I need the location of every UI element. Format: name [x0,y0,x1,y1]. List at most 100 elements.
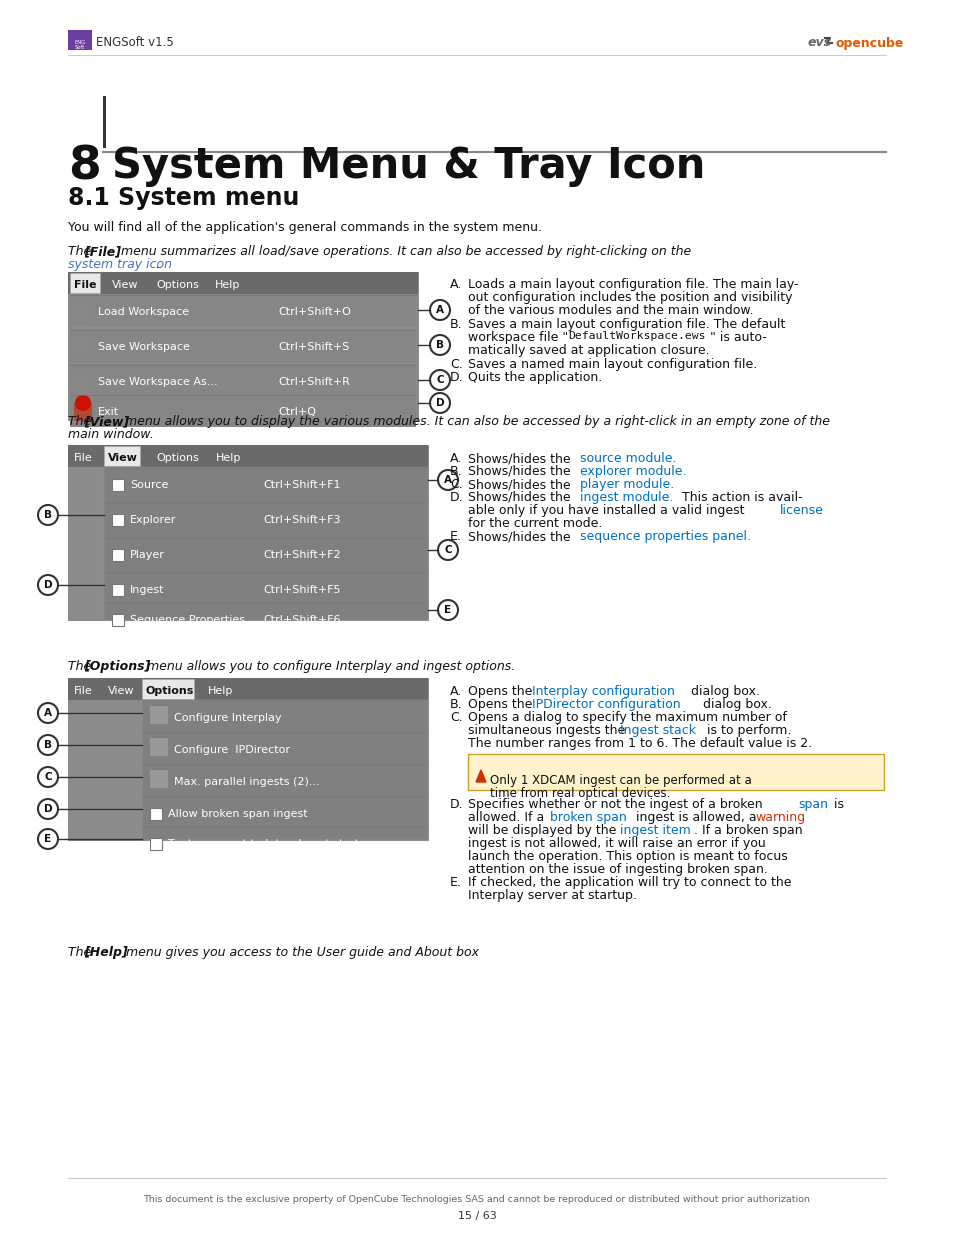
Text: B: B [44,740,52,750]
Bar [103,96,106,148]
Text: Only 1 XDCAM ingest can be performed at a: Only 1 XDCAM ingest can be performed at … [490,774,751,787]
Bar [142,679,193,699]
Circle shape [75,395,91,411]
Text: explorer module.: explorer module. [579,466,686,478]
Text: simultaneous ingests the: simultaneous ingests the [468,724,629,737]
Text: A: A [443,475,452,485]
Text: Shows/hides the: Shows/hides the [468,452,574,466]
Text: sequence properties panel.: sequence properties panel. [579,530,750,543]
Bar [74,403,91,421]
Text: Options: Options [146,685,194,697]
Text: The: The [68,659,95,673]
Text: B.: B. [450,466,462,478]
Text: IPDirector configuration: IPDirector configuration [532,698,679,711]
Text: menu allows you to configure Interplay and ingest options.: menu allows you to configure Interplay a… [143,659,515,673]
Text: dialog box.: dialog box. [699,698,771,711]
Bar [70,364,416,396]
Text: Saves a named main layout configuration file.: Saves a named main layout configuration … [468,358,757,370]
Bar [68,272,417,420]
Bar [150,839,162,850]
Text: B: B [44,510,52,520]
Text: attention on the issue of ingesting broken span.: attention on the issue of ingesting brok… [468,863,767,876]
Text: Help: Help [215,453,241,463]
Text: D: D [44,804,52,814]
Text: The: The [68,946,95,960]
Text: File: File [74,280,96,290]
Text: is: is [829,798,843,811]
Text: broken span: broken span [550,811,626,824]
Text: Ctrl+Shift+R: Ctrl+Shift+R [277,377,350,387]
Bar [68,678,428,840]
Bar [112,584,124,597]
Circle shape [437,471,457,490]
Text: B.: B. [450,317,462,331]
Text: workspace file ": workspace file " [468,331,568,345]
Bar [112,479,124,492]
Circle shape [430,335,450,354]
Text: Specifies whether or not the ingest of a broken: Specifies whether or not the ingest of a… [468,798,766,811]
Text: ingest is allowed, a: ingest is allowed, a [631,811,760,824]
Text: This action is avail-: This action is avail- [678,492,801,504]
Text: E.: E. [450,876,461,889]
Text: [Options]: [Options] [84,659,151,673]
Text: license: license [780,504,823,517]
Text: Ingest stack: Ingest stack [619,724,696,737]
Bar [104,446,140,466]
Circle shape [437,540,457,559]
Text: " is auto-: " is auto- [709,331,766,345]
Text: Max. parallel ingests (2)...: Max. parallel ingests (2)... [173,777,319,787]
Circle shape [38,767,58,787]
Text: The: The [68,245,95,258]
Text: Ctrl+Shift+F3: Ctrl+Shift+F3 [263,515,340,525]
Text: is to perform.: is to perform. [702,724,791,737]
Text: Options: Options [156,280,198,290]
Text: 8: 8 [68,144,101,190]
Text: Ctrl+Shift+F1: Ctrl+Shift+F1 [263,480,340,490]
Text: Shows/hides the: Shows/hides the [468,466,574,478]
Circle shape [430,370,450,390]
Circle shape [38,703,58,722]
Text: Ctrl+Shift+S: Ctrl+Shift+S [277,342,349,352]
Bar [74,303,91,321]
Text: C.: C. [450,358,462,370]
Text: warning: warning [754,811,804,824]
Text: [File]: [File] [84,245,121,258]
Text: opencube: opencube [835,37,903,49]
Text: Sequence Properties: Sequence Properties [130,615,245,625]
Text: Ctrl+Shift+O: Ctrl+Shift+O [277,308,351,317]
Bar [150,739,168,756]
Text: E: E [444,605,451,615]
Text: Save Workspace: Save Workspace [98,342,190,352]
Text: The: The [68,415,95,429]
Circle shape [38,829,58,848]
Text: E.: E. [450,530,461,543]
Text: Explorer: Explorer [130,515,176,525]
Text: Saves a main layout configuration file. The default: Saves a main layout configuration file. … [468,317,784,331]
Text: ingest module.: ingest module. [579,492,673,504]
Bar [70,294,416,327]
Text: Options: Options [156,453,198,463]
Text: This document is the exclusive property of OpenCube Technologies SAS and cannot : This document is the exclusive property … [143,1195,810,1204]
Text: D.: D. [450,370,463,384]
Text: Configure  IPDirector: Configure IPDirector [173,745,290,755]
Text: out configuration includes the position and visibility: out configuration includes the position … [468,291,792,304]
Text: File: File [74,685,92,697]
Text: Opens the: Opens the [468,685,536,698]
Text: View: View [108,453,138,463]
Text: menu summarizes all load/save operations. It can also be accessed by right-click: menu summarizes all load/save operations… [117,245,695,258]
Text: You will find all of the application's general commands in the system menu.: You will find all of the application's g… [68,221,541,233]
Circle shape [38,735,58,755]
Bar [150,769,168,788]
Text: ingest is not allowed, it will raise an error if you: ingest is not allowed, it will raise an … [468,837,765,850]
Text: Ctrl+Q: Ctrl+Q [277,408,315,417]
Text: for the current mode.: for the current mode. [468,517,601,530]
Text: C: C [444,545,452,555]
Text: menu allows you to display the various modules. It can also be accessed by a rig: menu allows you to display the various m… [121,415,829,429]
Text: Source: Source [130,480,168,490]
Bar [468,755,883,790]
Text: Exit: Exit [98,408,119,417]
Text: player module.: player module. [579,478,674,492]
Bar [70,329,416,362]
Text: D.: D. [450,798,463,811]
Text: . If a broken span: . If a broken span [693,824,801,837]
